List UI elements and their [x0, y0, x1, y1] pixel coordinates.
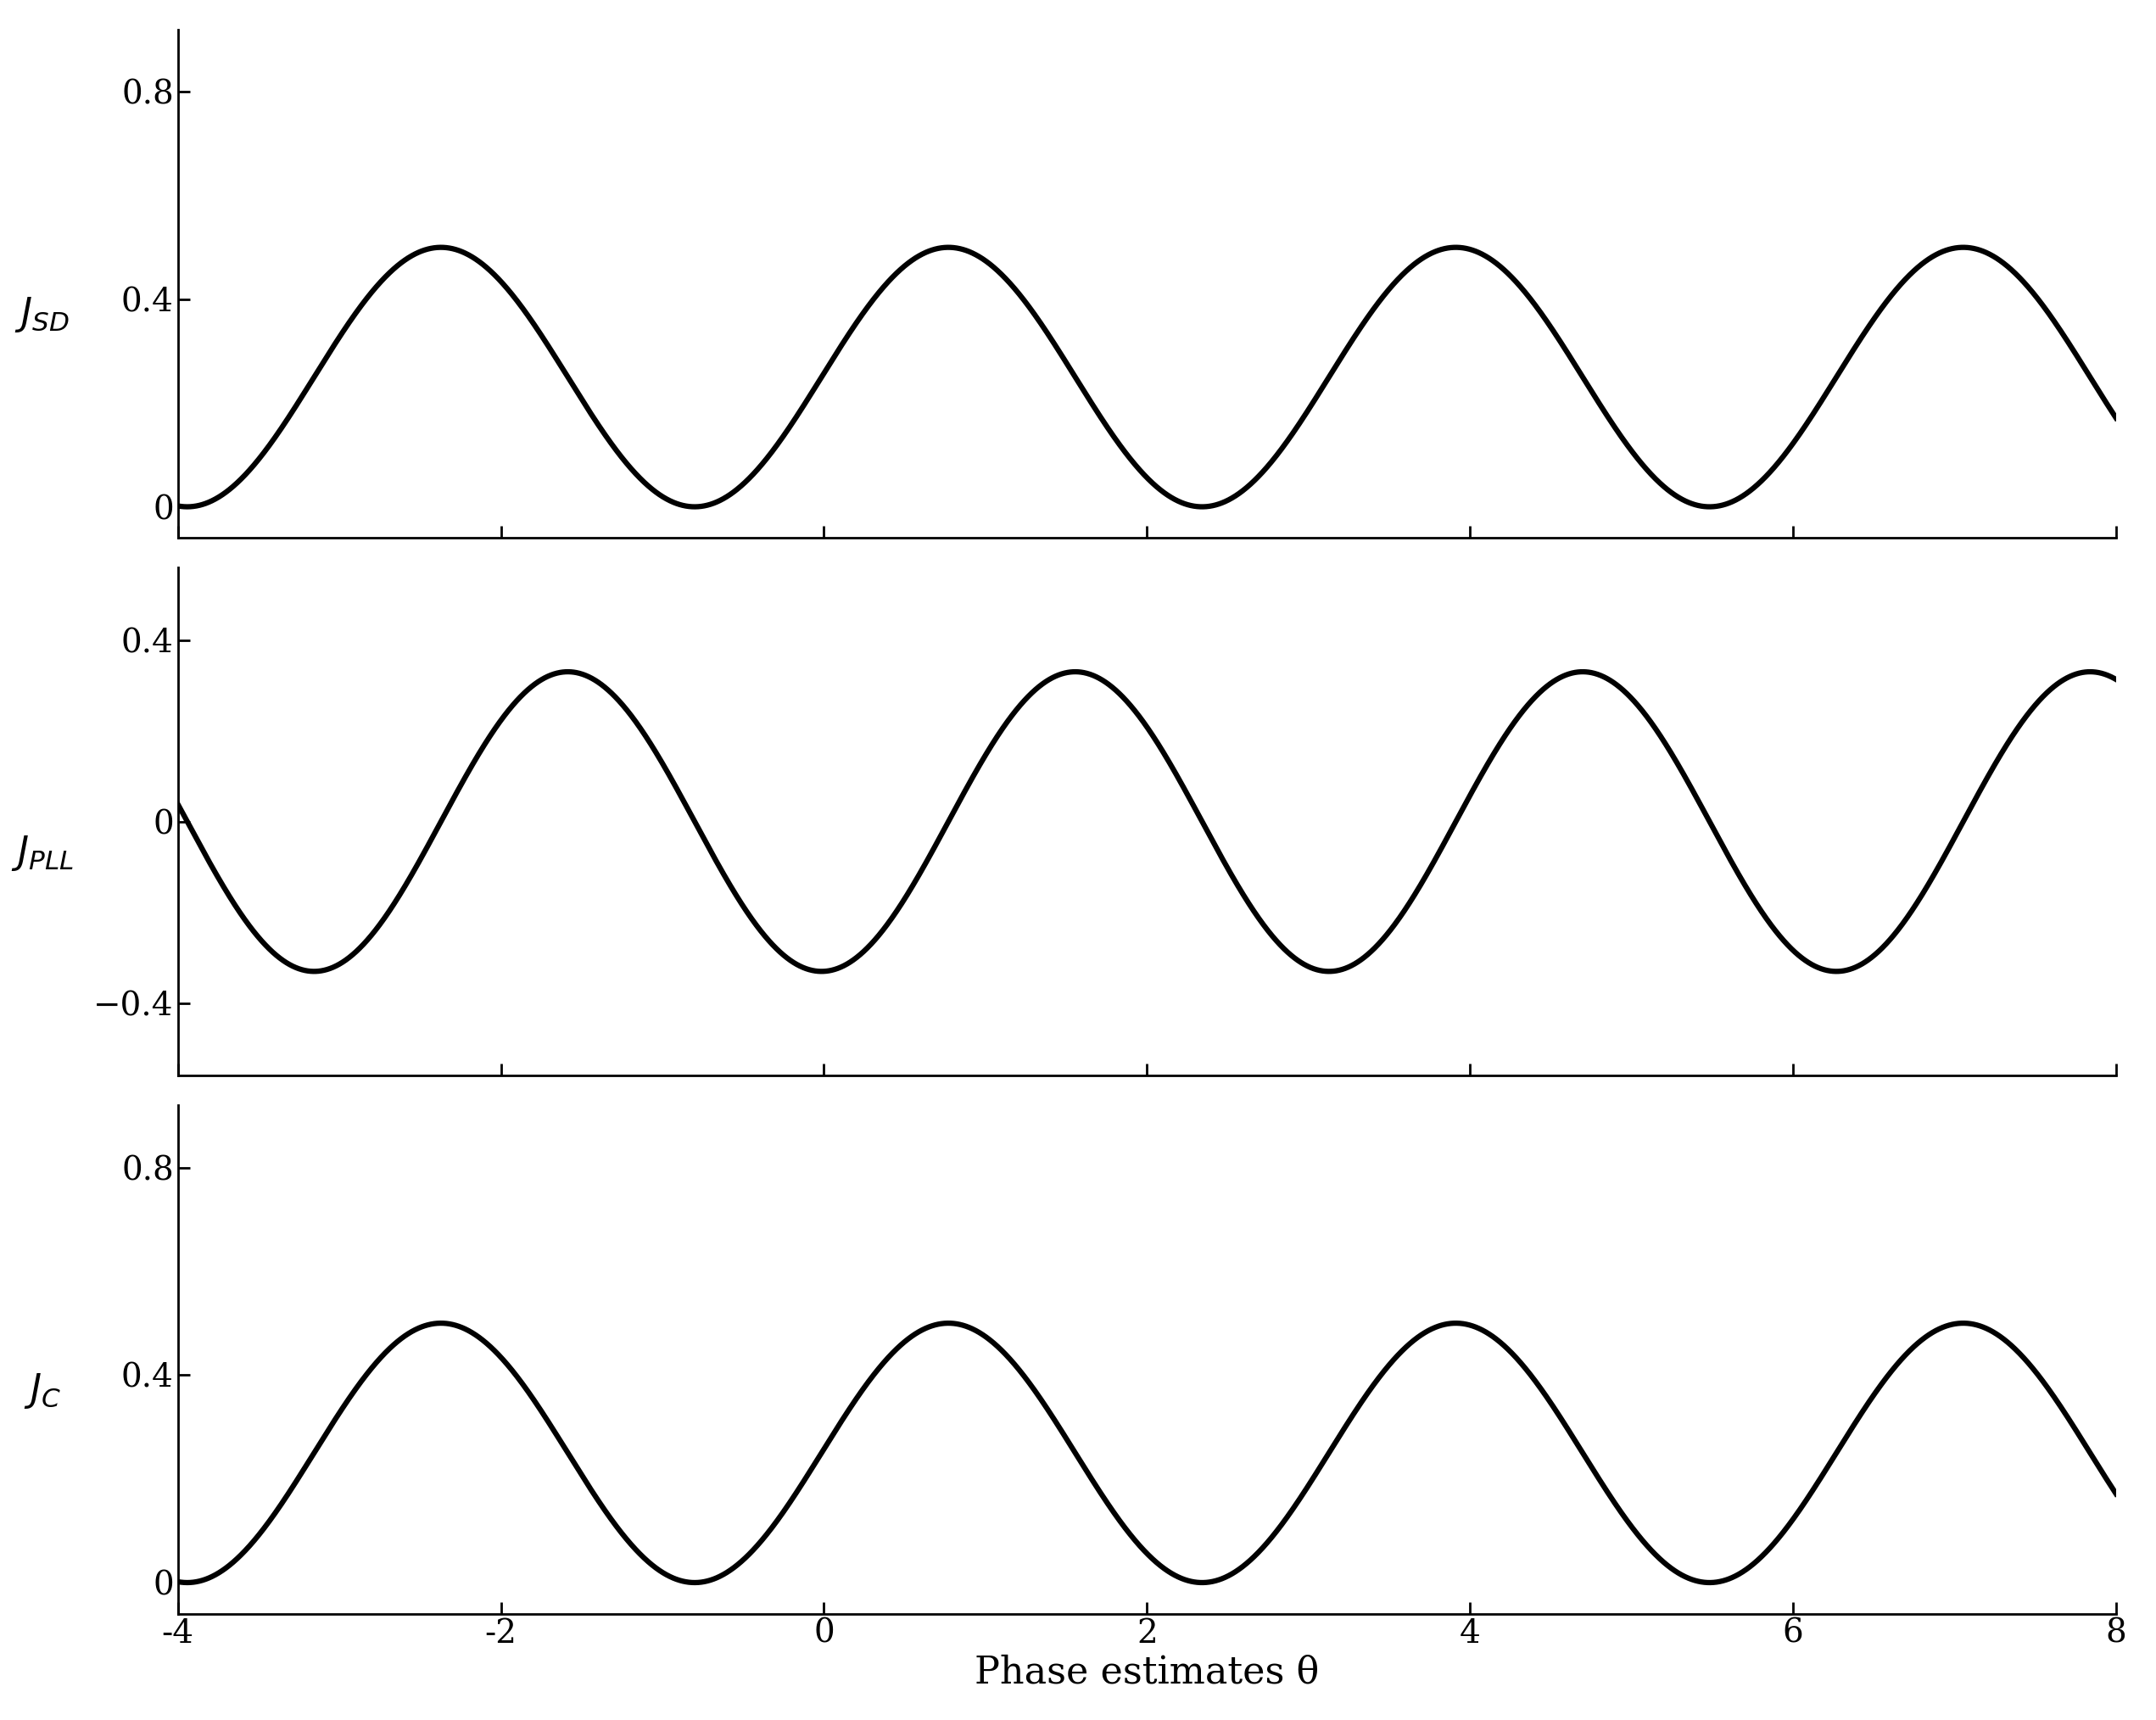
Y-axis label: $J_{SD}$: $J_{SD}$	[15, 296, 69, 334]
Y-axis label: $J_C$: $J_C$	[24, 1371, 60, 1410]
X-axis label: Phase estimates θ: Phase estimates θ	[975, 1655, 1319, 1691]
Y-axis label: $J_{PLL}$: $J_{PLL}$	[11, 834, 73, 872]
